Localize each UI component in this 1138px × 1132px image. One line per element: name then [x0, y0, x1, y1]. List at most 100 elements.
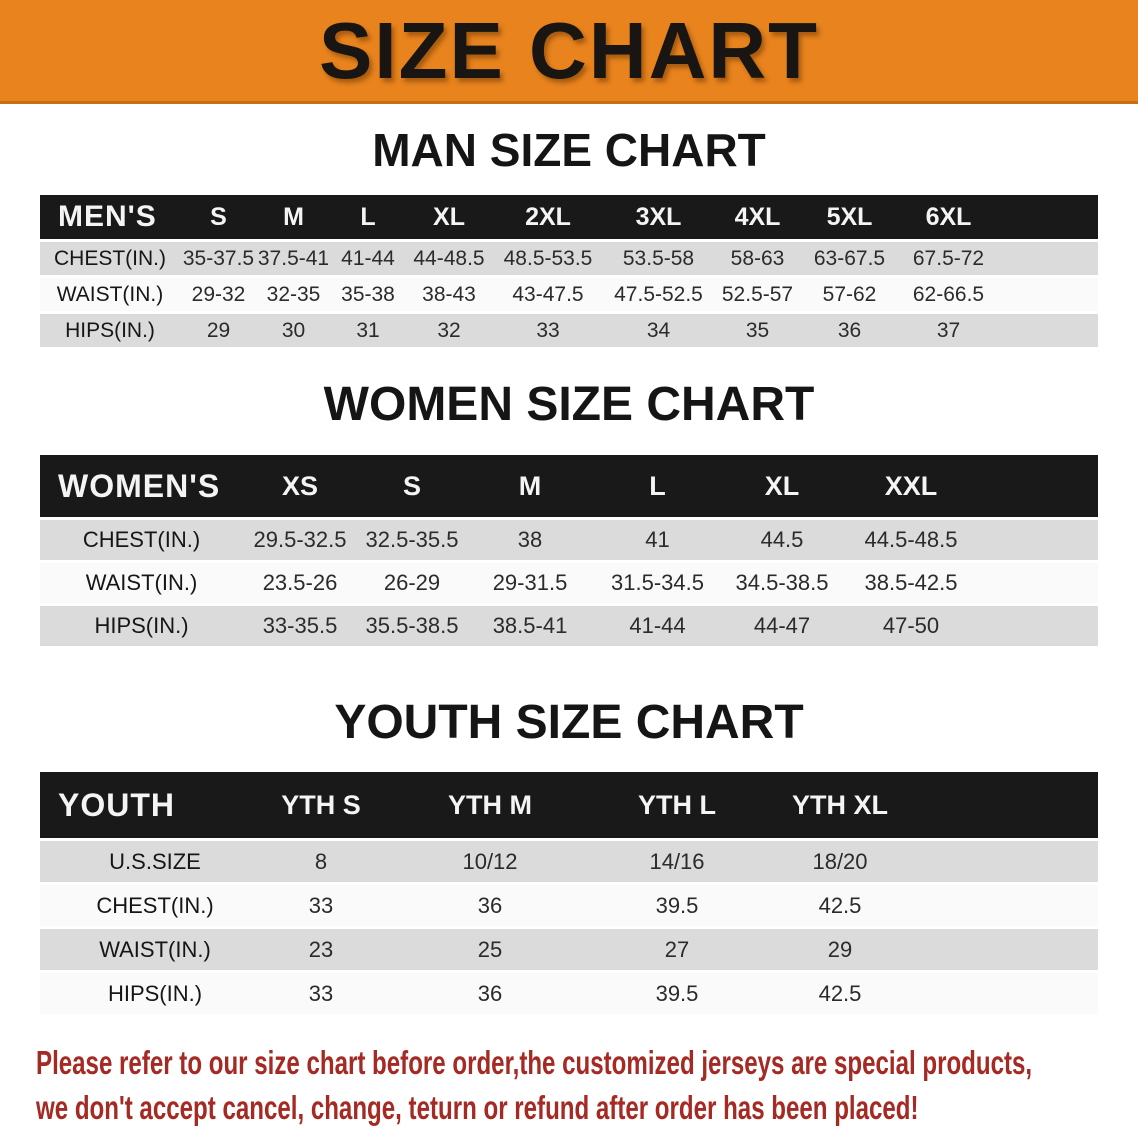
- value-cell: 52.5-57: [713, 275, 802, 311]
- size-column-header: L: [330, 195, 406, 239]
- row-label-cell: WAIST(IN.): [40, 275, 180, 311]
- women-size-section: WOMEN SIZE CHART WOMEN'S XS S M L XL XXL CHEST(…: [0, 378, 1138, 646]
- measurement-row: U.S.SIZE 8 10/12 14/16 18/20: [40, 838, 1098, 882]
- value-cell: 47.5-52.5: [604, 275, 713, 311]
- value-cell: 41-44: [330, 239, 406, 275]
- value-cell: 36: [372, 882, 608, 926]
- women-size-table: WOMEN'S XS S M L XL XXL CHEST(IN.) 29.5-32.5 32.5…: [40, 455, 1098, 646]
- size-column-header: XXL: [842, 455, 980, 517]
- value-cell: 31.5-34.5: [593, 560, 722, 603]
- value-cell: 29-32: [180, 275, 257, 311]
- disclaimer-line-1: Please refer to our size chart before or…: [36, 1044, 1033, 1081]
- measurement-row: WAIST(IN.) 23.5-26 26-29 29-31.5 31.5-34.5 34…: [40, 560, 1098, 603]
- size-column-header: XS: [243, 455, 357, 517]
- value-cell: 67.5-72: [897, 239, 1000, 275]
- row-label-cell: CHEST(IN.): [40, 517, 243, 560]
- header-spacer: [1000, 195, 1098, 239]
- value-cell: 23: [270, 926, 372, 970]
- value-cell: 35.5-38.5: [357, 603, 467, 646]
- value-cell: 30: [257, 311, 330, 347]
- value-cell: 35: [713, 311, 802, 347]
- value-cell: 8: [270, 838, 372, 882]
- value-cell: 32.5-35.5: [357, 517, 467, 560]
- size-column-header: XL: [722, 455, 842, 517]
- row-label-cell: HIPS(IN.): [40, 311, 180, 347]
- value-cell: 44.5: [722, 517, 842, 560]
- man-section-title: MAN SIZE CHART: [372, 124, 766, 176]
- table-group-label: MEN'S: [40, 195, 180, 239]
- row-spacer: [934, 970, 1098, 1014]
- youth-section-title: YOUTH SIZE CHART: [334, 696, 804, 749]
- size-chart-banner: SIZE CHART: [0, 0, 1138, 104]
- table-group-label: YOUTH: [40, 772, 270, 838]
- measurement-row: CHEST(IN.) 33 36 39.5 42.5: [40, 882, 1098, 926]
- measurement-row: WAIST(IN.) 23 25 27 29: [40, 926, 1098, 970]
- value-cell: 36: [802, 311, 897, 347]
- value-cell: 37.5-41: [257, 239, 330, 275]
- value-cell: 38.5-41: [467, 603, 593, 646]
- size-column-header: 2XL: [492, 195, 604, 239]
- size-column-header: M: [467, 455, 593, 517]
- value-cell: 37: [897, 311, 1000, 347]
- value-cell: 35-38: [330, 275, 406, 311]
- measurement-row: HIPS(IN.) 33 36 39.5 42.5: [40, 970, 1098, 1014]
- value-cell: 33: [270, 970, 372, 1014]
- row-spacer: [1000, 275, 1098, 311]
- value-cell: 42.5: [746, 882, 934, 926]
- value-cell: 33: [492, 311, 604, 347]
- size-column-header: YTH M: [372, 772, 608, 838]
- table-header-row: WOMEN'S XS S M L XL XXL: [40, 455, 1098, 517]
- row-label-cell: CHEST(IN.): [40, 882, 270, 926]
- value-cell: 25: [372, 926, 608, 970]
- youth-size-section: YOUTH SIZE CHART YOUTH YTH S YTH M YTH L YTH…: [0, 696, 1138, 1014]
- value-cell: 57-62: [802, 275, 897, 311]
- header-spacer: [934, 772, 1098, 838]
- disclaimer-note: Please refer to our size chart before or…: [36, 1040, 1138, 1130]
- row-spacer: [1000, 311, 1098, 347]
- value-cell: 29: [746, 926, 934, 970]
- value-cell: 48.5-53.5: [492, 239, 604, 275]
- size-column-header: YTH S: [270, 772, 372, 838]
- value-cell: 38-43: [406, 275, 492, 311]
- value-cell: 29: [180, 311, 257, 347]
- measurement-row: HIPS(IN.) 29 30 31 32 33 34 35 36 37: [40, 311, 1098, 347]
- value-cell: 32: [406, 311, 492, 347]
- row-label-cell: HIPS(IN.): [40, 970, 270, 1014]
- youth-size-table: YOUTH YTH S YTH M YTH L YTH XL U.S.SIZE 8 10/12…: [40, 772, 1098, 1014]
- man-size-table: MEN'S S M L XL 2XL 3XL 4XL 5XL 6XL CHEST(IN.) 35-37…: [40, 195, 1098, 347]
- value-cell: 33: [270, 882, 372, 926]
- value-cell: 44.5-48.5: [842, 517, 980, 560]
- header-spacer: [980, 455, 1098, 517]
- row-spacer: [980, 603, 1098, 646]
- value-cell: 62-66.5: [897, 275, 1000, 311]
- row-label-cell: WAIST(IN.): [40, 926, 270, 970]
- value-cell: 41-44: [593, 603, 722, 646]
- women-section-title: WOMEN SIZE CHART: [323, 378, 815, 431]
- value-cell: 44-47: [722, 603, 842, 646]
- row-label-cell: WAIST(IN.): [40, 560, 243, 603]
- value-cell: 18/20: [746, 838, 934, 882]
- size-column-header: XL: [406, 195, 492, 239]
- value-cell: 32-35: [257, 275, 330, 311]
- value-cell: 38.5-42.5: [842, 560, 980, 603]
- row-spacer: [980, 517, 1098, 560]
- value-cell: 29.5-32.5: [243, 517, 357, 560]
- value-cell: 42.5: [746, 970, 934, 1014]
- size-column-header: M: [257, 195, 330, 239]
- value-cell: 35-37.5: [180, 239, 257, 275]
- value-cell: 38: [467, 517, 593, 560]
- table-group-label: WOMEN'S: [40, 455, 243, 517]
- table-header-row: MEN'S S M L XL 2XL 3XL 4XL 5XL 6XL: [40, 195, 1098, 239]
- table-header-row: YOUTH YTH S YTH M YTH L YTH XL: [40, 772, 1098, 838]
- measurement-row: CHEST(IN.) 35-37.5 37.5-41 41-44 44-48.5 48.5…: [40, 239, 1098, 275]
- value-cell: 41: [593, 517, 722, 560]
- size-column-header: 4XL: [713, 195, 802, 239]
- value-cell: 14/16: [608, 838, 746, 882]
- value-cell: 10/12: [372, 838, 608, 882]
- value-cell: 34.5-38.5: [722, 560, 842, 603]
- size-column-header: 6XL: [897, 195, 1000, 239]
- value-cell: 27: [608, 926, 746, 970]
- size-column-header: 5XL: [802, 195, 897, 239]
- value-cell: 23.5-26: [243, 560, 357, 603]
- disclaimer-line-2: we don't accept cancel, change, teturn o…: [36, 1089, 919, 1126]
